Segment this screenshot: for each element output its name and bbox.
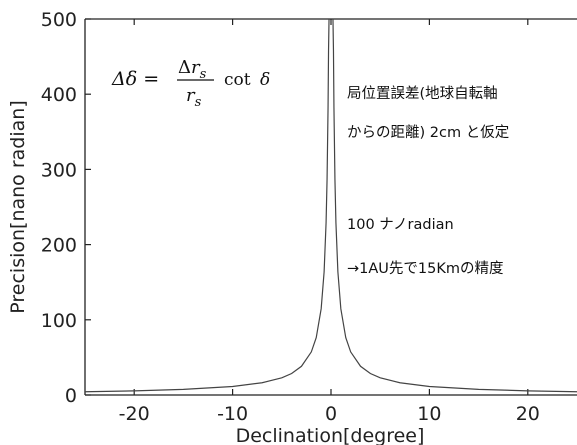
y-tick-label: 0 xyxy=(65,385,77,407)
equation: Δδ = Δrs rs cot δ xyxy=(111,57,270,110)
note-line-2: からの距離) 2cm と仮定 xyxy=(347,123,509,141)
y-axis-label: Precision[nano radian] xyxy=(7,100,29,313)
x-tick-label: -20 xyxy=(119,403,150,425)
y-tick-label: 200 xyxy=(41,235,77,257)
equation-numerator: Δrs xyxy=(178,57,207,82)
equation-denominator: rs xyxy=(186,85,202,110)
y-tick-label: 100 xyxy=(41,310,77,332)
series-group xyxy=(84,18,577,393)
y-tick-label: 400 xyxy=(41,84,77,106)
x-tick-label: -10 xyxy=(217,403,248,425)
cot-delta: δ xyxy=(260,70,270,90)
note-line-3: 100 ナノradian xyxy=(347,217,454,233)
numerator-sub-s: s xyxy=(200,67,207,82)
series-line xyxy=(84,18,330,393)
equation-tail: cot δ xyxy=(224,70,270,90)
note: 局位置誤差(地球自転軸 からの距離) 2cm と仮定 100 ナノradian … xyxy=(347,85,509,277)
x-axis-label: Declination[degree] xyxy=(236,425,425,445)
y-tick-label: 500 xyxy=(41,9,77,31)
x-tick-label: 0 xyxy=(325,403,337,425)
note-line-1: 局位置誤差(地球自転軸 xyxy=(347,85,498,102)
numerator-delta: Δ xyxy=(178,57,191,78)
note-line-4: →1AU先で15Kmの精度 xyxy=(347,260,504,277)
series-line xyxy=(332,18,577,393)
x-tick-label: 20 xyxy=(516,403,540,425)
numerator-r: r xyxy=(191,57,201,78)
denominator-sub-s: s xyxy=(195,95,202,110)
denominator-r: r xyxy=(186,85,196,106)
x-tick-label: 10 xyxy=(417,403,441,425)
equation-lhs: Δδ = xyxy=(111,68,159,90)
y-tick-label: 300 xyxy=(41,159,77,181)
cot-word: cot xyxy=(224,70,251,90)
